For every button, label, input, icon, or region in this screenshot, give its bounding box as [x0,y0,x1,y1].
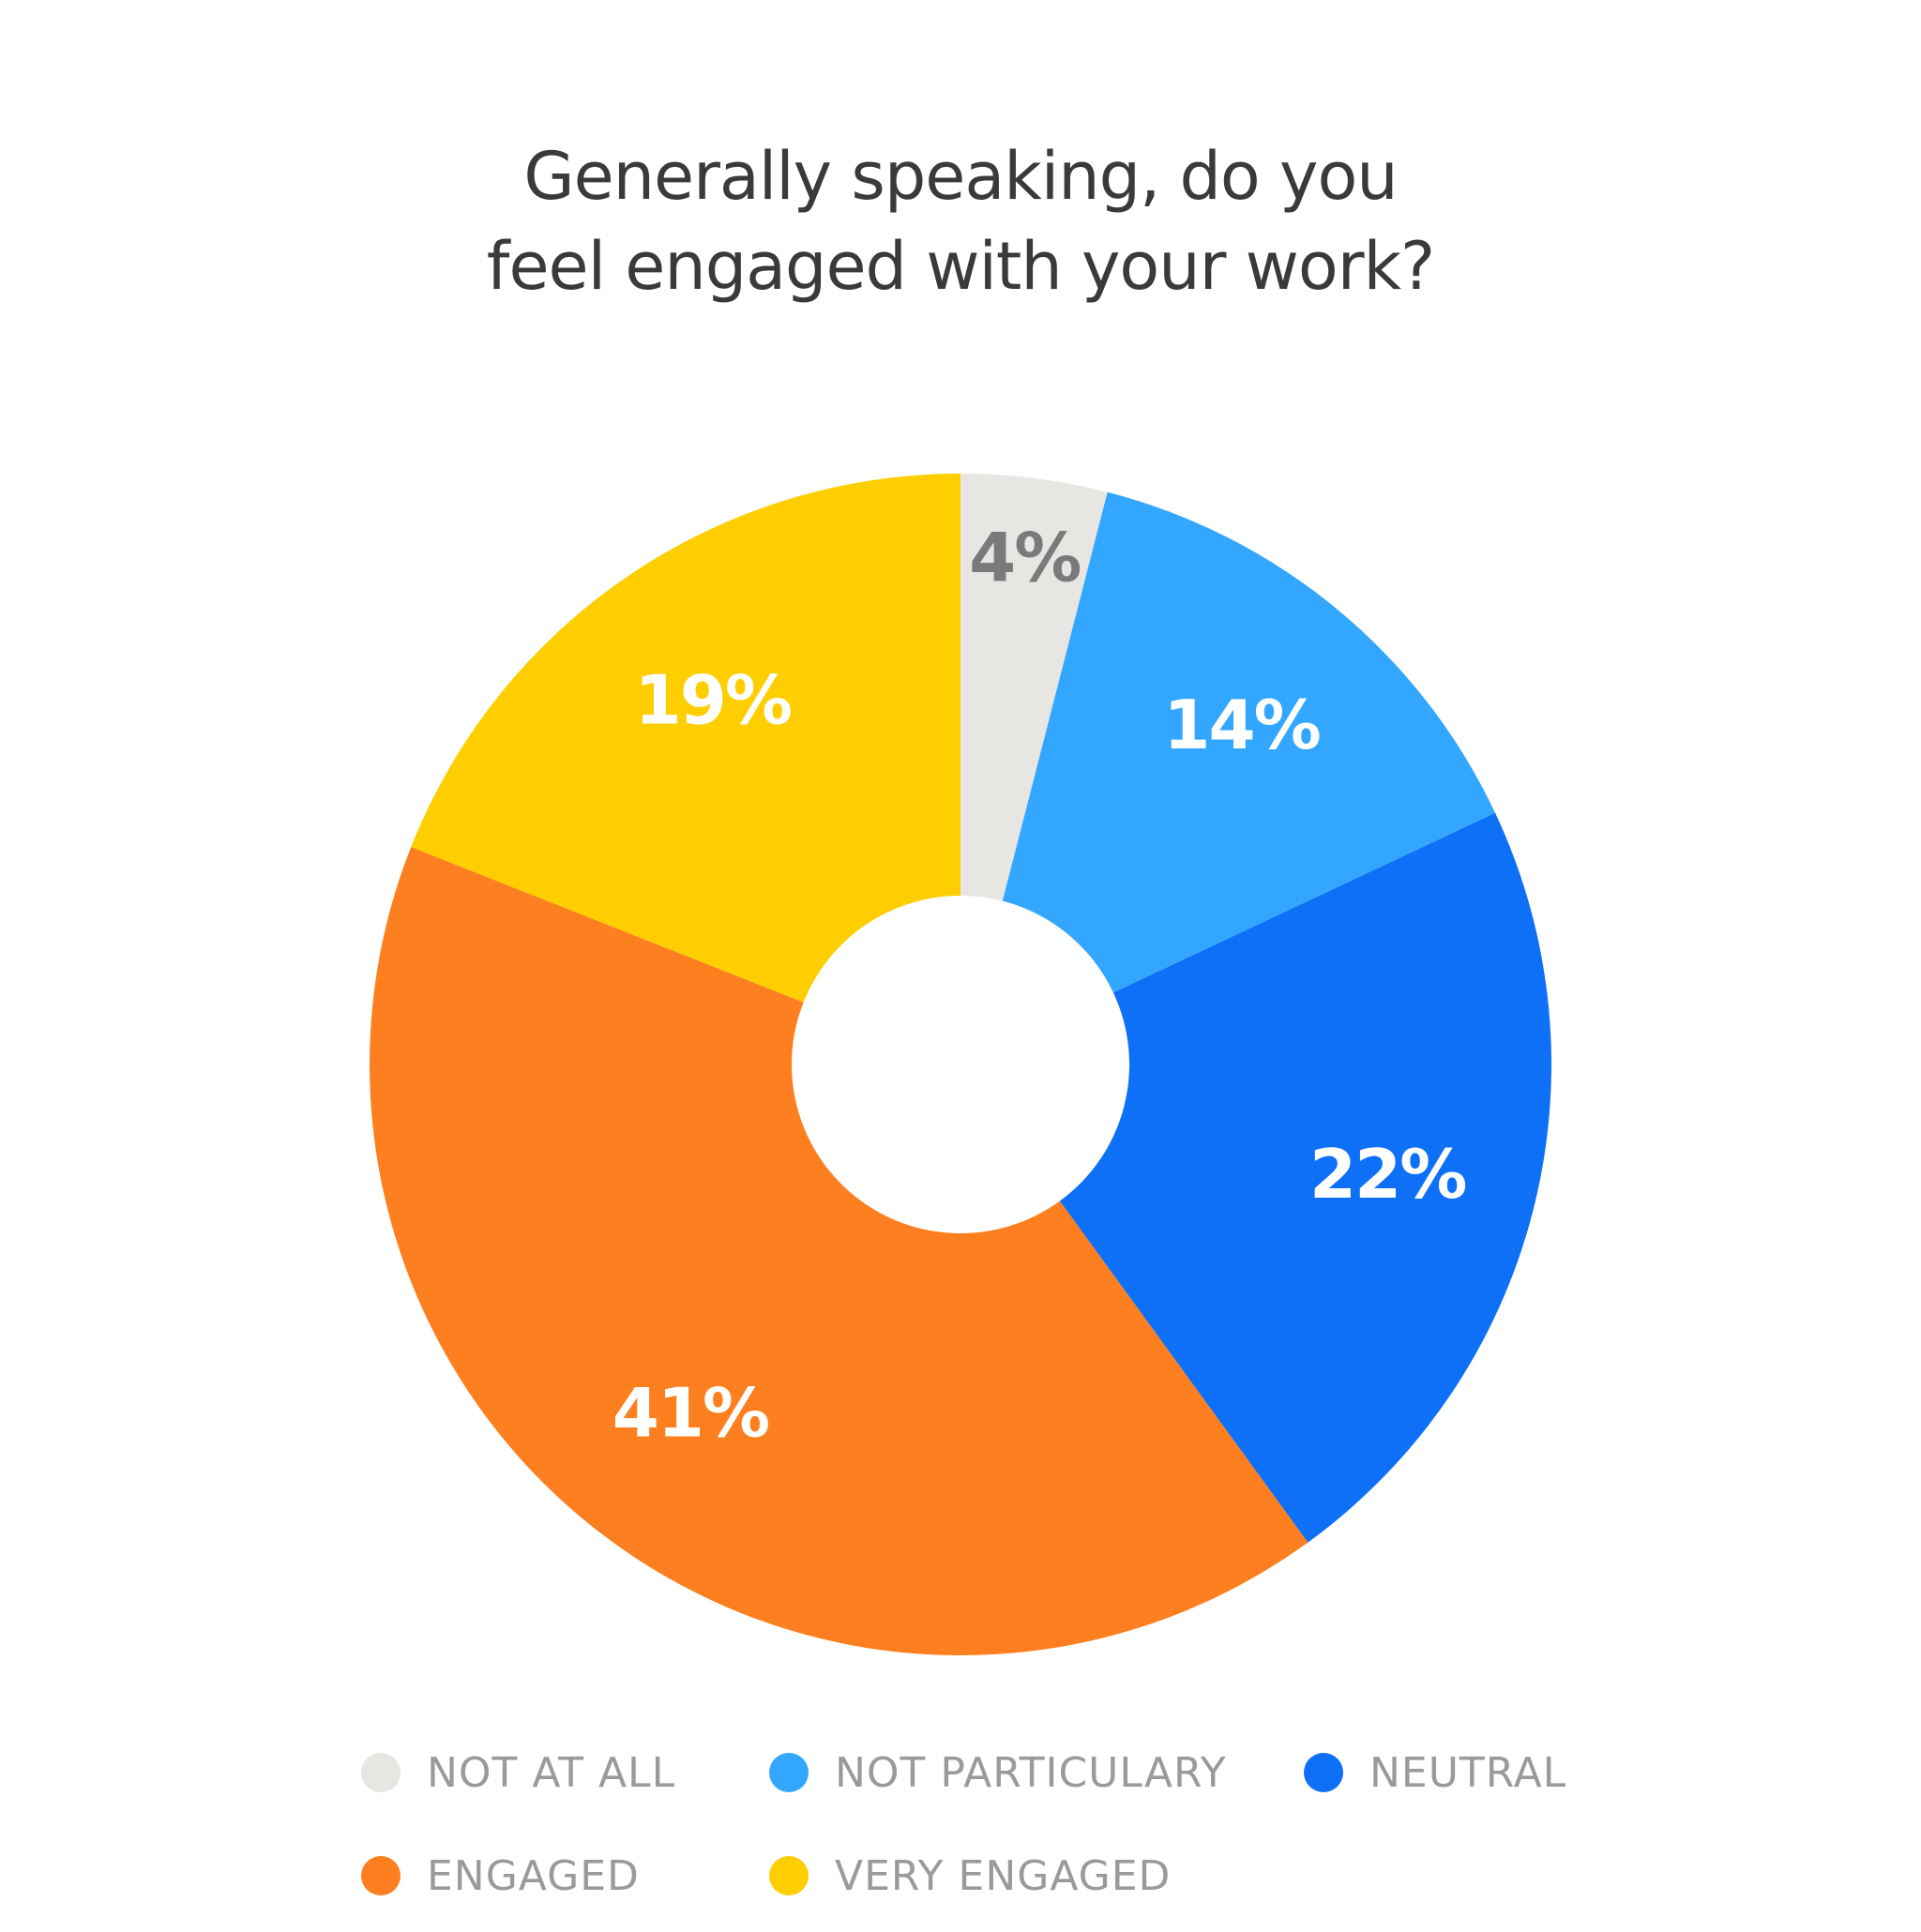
legend-item-very-engaged: VERY ENGAGED [769,1848,1171,1904]
slice-label-neutral: 22% [1309,1135,1465,1214]
legend-label: NOT PARTICULARY [835,1748,1227,1797]
chart-title: Generally speaking, do you feel engaged … [0,131,1921,311]
slice-label-very-engaged: 19% [635,660,791,739]
legend-swatch [769,1856,809,1895]
slice-neutral [1059,812,1552,1543]
legend-swatch [769,1753,809,1792]
legend-swatch [361,1753,401,1792]
slice-label-engaged: 41% [613,1373,768,1452]
legend-label: NEUTRAL [1369,1748,1567,1797]
chart-title-line-2: feel engaged with your work? [486,228,1435,305]
legend-item-not-at-all: NOT AT ALL [361,1744,675,1801]
slice-engaged [369,847,1308,1655]
legend-label: ENGAGED [427,1851,640,1900]
legend-item-not-particulary: NOT PARTICULARY [769,1744,1227,1801]
slice-not-at-all [960,474,1108,901]
slice-labels: 4% 14% 22% 41% 19% [613,518,1468,1452]
legend-item-neutral: NEUTRAL [1304,1744,1566,1801]
legend-item-engaged: ENGAGED [361,1848,640,1904]
chart-title-line-1: Generally speaking, do you [523,138,1398,215]
slice-label-not-particulary: 14% [1163,686,1319,764]
legend-swatch [361,1856,401,1895]
donut-slices [369,474,1552,1655]
legend-label: NOT AT ALL [427,1748,676,1797]
legend-swatch [1304,1753,1343,1792]
slice-very-engaged [411,474,960,1003]
slice-not-particulary [1002,491,1496,993]
legend-label: VERY ENGAGED [835,1851,1172,1900]
slice-label-not-at-all: 4% [969,518,1080,596]
